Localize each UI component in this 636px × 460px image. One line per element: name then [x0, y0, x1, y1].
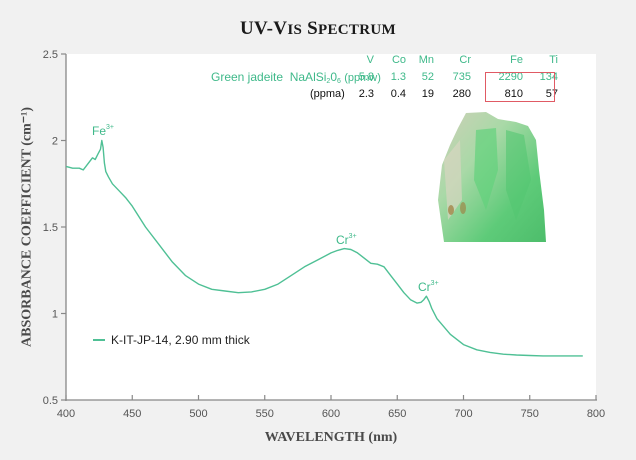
y-tick-label: 0.5: [43, 395, 58, 407]
title-part: UV-V: [240, 18, 288, 39]
x-axis-ticks: 400 450 500 550 600 650 700 750 800: [57, 395, 605, 420]
x-tick-label: 550: [256, 408, 274, 420]
annotation-sup: 3+: [430, 280, 439, 287]
element-header: Co: [391, 54, 406, 66]
title-part: PECTRUM: [318, 22, 396, 38]
ppmw-value: 5.8: [358, 71, 374, 83]
element-header: V: [366, 54, 374, 66]
y-tick-label: 2: [52, 136, 58, 148]
element-header: Mn: [418, 54, 434, 66]
spectrum-line: [65, 139, 583, 357]
ppmw-value: 2290: [498, 71, 523, 83]
title-part: S: [307, 18, 319, 39]
x-tick-label: 500: [189, 408, 207, 420]
cr3-annotation-broad: Cr3+: [336, 233, 357, 247]
chart-title: UV-VIS SPECTRUM: [0, 18, 636, 40]
annotation-text: Cr: [418, 280, 431, 294]
ppmw-value: 735: [452, 71, 471, 83]
x-tick-label: 650: [388, 408, 406, 420]
ppmw-value: 134: [539, 71, 558, 83]
legend-label: K-IT-JP-14, 2.90 mm thick: [111, 333, 250, 347]
element-header: Ti: [549, 54, 558, 66]
x-tick-label: 700: [454, 408, 472, 420]
composition-sample-label: Green jadeite NaAlSi206 (ppmw): [211, 70, 381, 85]
annotation-text: Cr: [336, 233, 349, 247]
y-axis-ticks: 0.5 1 1.5 2 2.5: [43, 49, 66, 407]
highlight-box: [485, 72, 555, 102]
x-axis-label: WAVELENGTH (nm): [264, 430, 398, 445]
y-tick-label: 1.5: [43, 222, 58, 234]
title-part: IS: [287, 22, 303, 38]
y-tick-label: 1: [52, 309, 58, 321]
ppma-value: 2.3: [358, 88, 374, 100]
legend-swatch: [93, 339, 105, 341]
jadeite-sample-photo: [438, 112, 546, 242]
sample-name: Green jadeite: [211, 70, 284, 84]
unit-ppmw: (ppmw): [344, 72, 381, 84]
y-tick-label: 2.5: [43, 49, 58, 61]
legend: K-IT-JP-14, 2.90 mm thick: [93, 333, 250, 347]
formula-sub: 2: [326, 78, 331, 85]
x-tick-label: 600: [322, 408, 340, 420]
ppma-value: 280: [452, 88, 471, 100]
unit-ppma: (ppma): [310, 88, 345, 100]
ppma-value: 0.4: [390, 88, 406, 100]
x-tick-label: 750: [521, 408, 539, 420]
formula-sub: 6: [337, 78, 341, 85]
formula-part: 0: [330, 70, 337, 84]
element-header: Fe: [510, 54, 523, 66]
x-tick-label: 800: [587, 408, 605, 420]
ppma-value: 19: [421, 88, 434, 100]
formula-part: NaAlSi: [289, 70, 327, 84]
annotation-sup: 3+: [348, 233, 357, 240]
annotation-sup: 3+: [106, 124, 114, 131]
ppmw-value: 52: [421, 71, 434, 83]
ppma-value: 810: [504, 88, 523, 100]
annotation-text: Fe: [92, 124, 107, 138]
element-header: Cr: [459, 54, 471, 66]
ppmw-value: 1.3: [390, 71, 406, 83]
fe3-annotation: Fe3+: [92, 124, 114, 138]
x-tick-label: 450: [123, 408, 141, 420]
cr3-annotation-sharp: Cr3+: [418, 280, 439, 294]
y-axis-label: ABSORBANCE COEFFICIENT (cm⁻¹): [19, 106, 35, 348]
x-tick-label: 400: [57, 408, 75, 420]
